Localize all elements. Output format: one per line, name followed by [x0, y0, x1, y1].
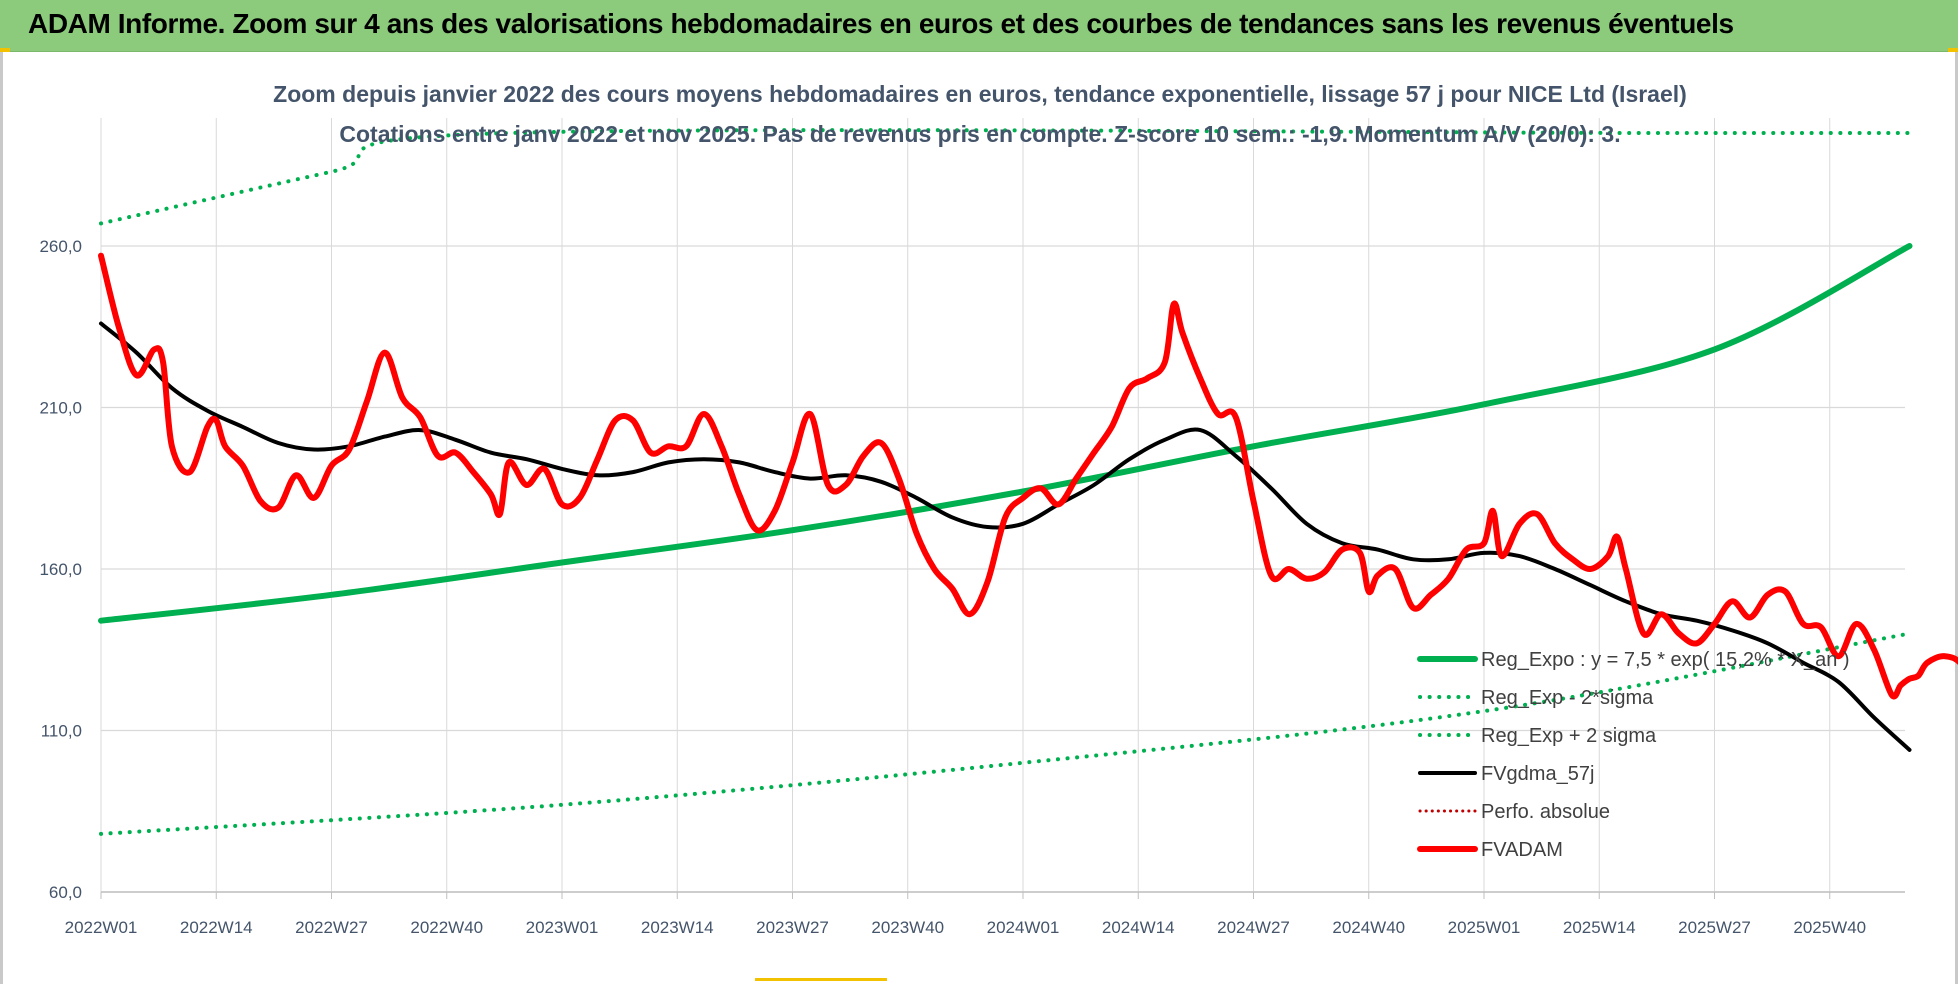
legend-entry: FVADAM	[1481, 839, 1563, 861]
legend-entry: Reg_Exp + 2 sigma	[1481, 725, 1657, 747]
corner-marker-right	[1948, 48, 1958, 52]
series-reg-expo	[98, 243, 1913, 624]
x-tick-label: 2025W14	[1563, 918, 1636, 937]
x-tick-label: 2022W01	[65, 918, 138, 937]
x-tick-label: 2023W27	[756, 918, 829, 937]
y-tick-label: 110,0	[41, 722, 82, 741]
y-tick-label: 60,0	[49, 883, 82, 902]
corner-marker-left	[0, 48, 10, 52]
x-tick-label: 2025W01	[1448, 918, 1521, 937]
x-tick-label: 2024W01	[987, 918, 1060, 937]
report-title: ADAM Informe. Zoom sur 4 ans des valoris…	[28, 8, 1734, 39]
legend-entry: Reg_Expo : y = 7,5 * exp( 15,2% * X_an )	[1481, 649, 1850, 671]
x-tick-label: 2024W27	[1217, 918, 1290, 937]
x-tick-label: 2023W14	[641, 918, 714, 937]
legend-entry: FVgdma_57j	[1481, 763, 1594, 785]
series-layer	[98, 128, 1958, 836]
legend-entry: Perfo. absolue	[1481, 801, 1610, 823]
x-tick-label: 2022W14	[180, 918, 253, 937]
axis-labels: 60,0 110,0 160,0 210,0 260,0 2022W01 2022W14 20…	[39, 237, 1866, 937]
x-tick-label: 2023W01	[526, 918, 599, 937]
grid-layer	[100, 118, 1905, 899]
series-fvadam	[98, 252, 1958, 700]
x-tick-label: 2024W40	[1332, 918, 1405, 937]
series-fvgdma-57j	[99, 321, 1912, 752]
chart-legend: Reg_Expo : y = 7,5 * exp( 15,2% * X_an )…	[1417, 649, 1850, 861]
y-tick-label: 210,0	[39, 399, 82, 418]
report-banner: ADAM Informe. Zoom sur 4 ans des valoris…	[0, 0, 1958, 52]
chart-subtitle-2: Cotations entre janv 2022 et nov 2025. P…	[339, 121, 1620, 147]
series-reg-plus-2sigma	[99, 128, 1912, 226]
y-tick-label: 160,0	[39, 560, 82, 579]
legend-entry: Reg_Exp - 2*sigma	[1481, 687, 1654, 709]
chart-subtitle-1: Zoom depuis janvier 2022 des cours moyen…	[273, 81, 1687, 107]
x-tick-label: 2025W40	[1793, 918, 1866, 937]
x-tick-label: 2024W14	[1102, 918, 1175, 937]
x-tick-label: 2023W40	[871, 918, 944, 937]
corner-marker-bottom	[755, 978, 887, 981]
y-tick-label: 260,0	[39, 237, 82, 256]
x-tick-label: 2025W27	[1678, 918, 1751, 937]
x-tick-label: 2022W27	[295, 918, 368, 937]
chart-frame	[0, 52, 1958, 984]
x-tick-label: 2022W40	[410, 918, 483, 937]
